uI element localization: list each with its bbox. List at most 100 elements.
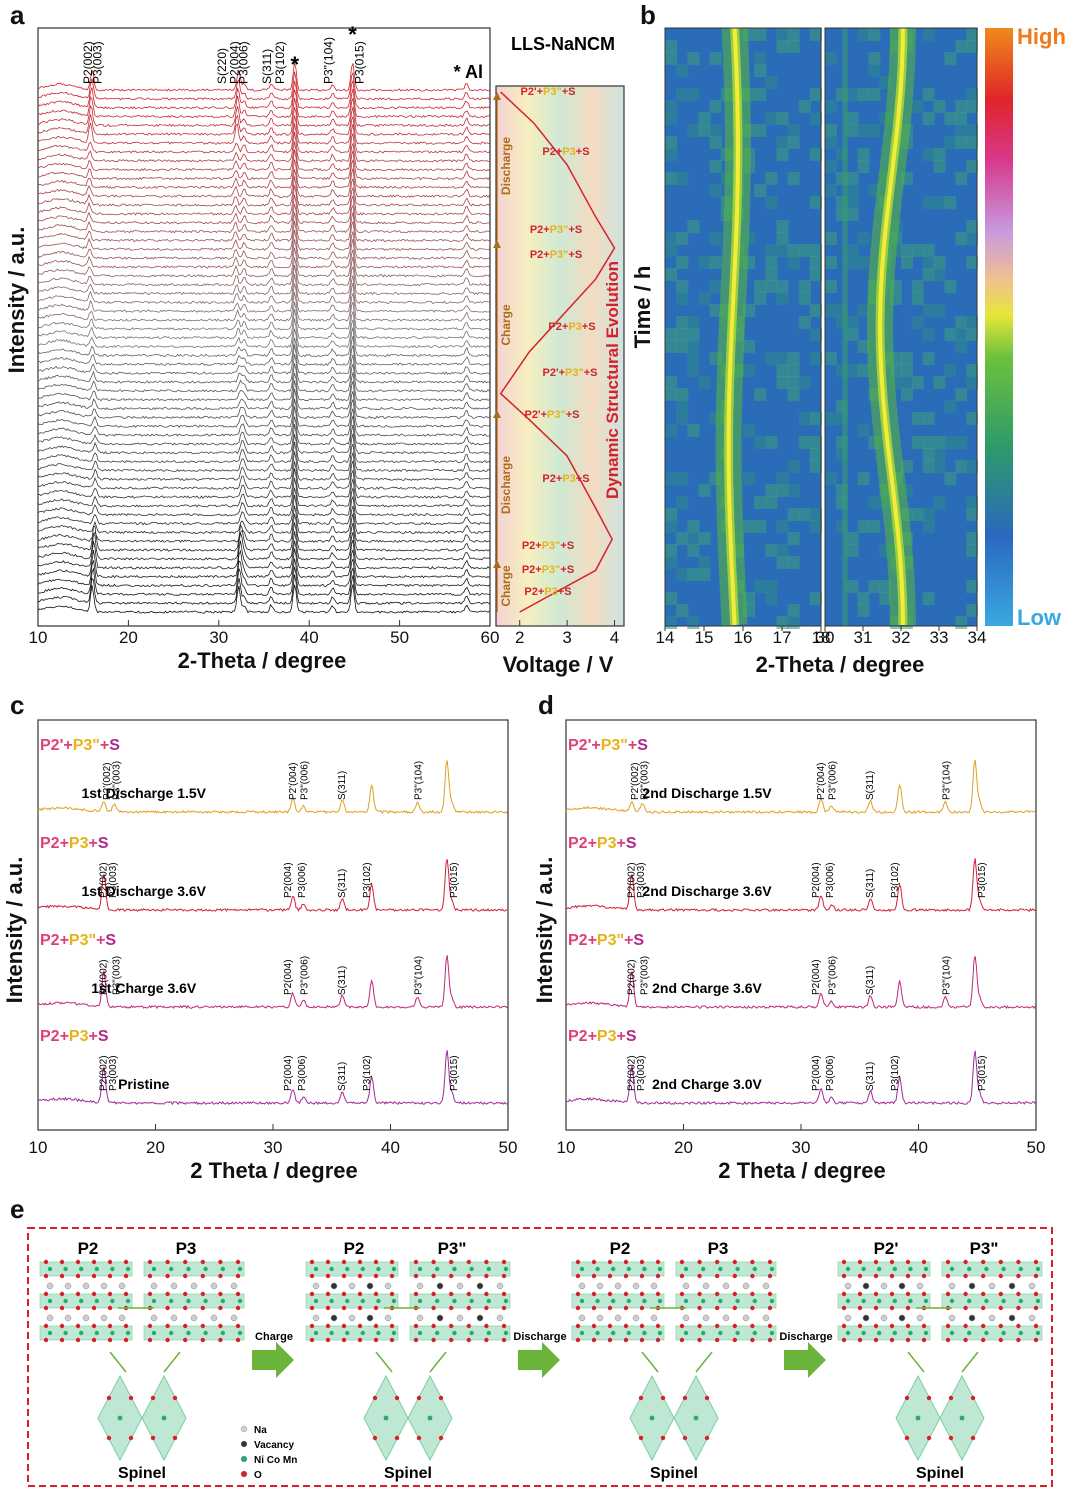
oxygen-atom bbox=[43, 1305, 49, 1311]
heatmap-cell bbox=[825, 160, 837, 173]
tm-atom bbox=[595, 1298, 600, 1304]
heatmap-cell bbox=[765, 280, 778, 293]
heatmap-cell bbox=[776, 520, 789, 533]
oxygen-atom bbox=[715, 1273, 720, 1279]
tm-atom bbox=[735, 1266, 740, 1272]
xtick-label: 40 bbox=[909, 1138, 928, 1157]
oxygen-atom bbox=[682, 1395, 688, 1401]
tm-atom bbox=[237, 1298, 243, 1304]
heatmap-cell bbox=[846, 124, 859, 137]
xrd-scan-trace bbox=[37, 441, 490, 473]
heatmap-cell bbox=[857, 424, 870, 437]
heatmap-cell bbox=[868, 184, 881, 197]
heatmap-cell bbox=[787, 604, 800, 617]
heatmap-cell bbox=[754, 436, 767, 449]
oxygen-atom bbox=[466, 1259, 471, 1265]
heatmap-cell bbox=[698, 376, 711, 389]
heatmap-cell bbox=[835, 196, 848, 209]
voltage-profile-line bbox=[499, 91, 616, 613]
heatmap-cell bbox=[709, 124, 722, 137]
xrd-scan-trace bbox=[37, 132, 490, 163]
oxygen-atom bbox=[325, 1259, 331, 1265]
oxygen-atom bbox=[639, 1273, 645, 1279]
transform-arrow bbox=[961, 1351, 979, 1373]
xrd-scan-trace bbox=[37, 123, 490, 154]
oxygen-atom bbox=[607, 1259, 613, 1265]
oxygen-atom bbox=[889, 1305, 895, 1311]
xrd-scan-trace bbox=[37, 79, 490, 110]
vacancy-site bbox=[862, 1282, 870, 1290]
oxygen-atom bbox=[660, 1435, 666, 1441]
heatmap-cell bbox=[809, 328, 822, 341]
tm-atom bbox=[313, 1266, 319, 1272]
octahedra-layer bbox=[675, 1261, 777, 1277]
tm-atom bbox=[469, 1298, 474, 1304]
heatmap-cell bbox=[825, 124, 837, 137]
tm-atom bbox=[877, 1298, 882, 1304]
peak-label: P3"(104) bbox=[414, 761, 425, 800]
oxygen-atom bbox=[91, 1291, 97, 1297]
vtick-label: 2 bbox=[515, 628, 524, 647]
vacancy-site bbox=[862, 1314, 870, 1322]
heatmap-cell bbox=[857, 160, 870, 173]
heatmap-cell bbox=[776, 364, 789, 377]
oxygen-atom bbox=[200, 1323, 205, 1329]
heatmap-cell bbox=[665, 232, 678, 245]
tm-atom bbox=[237, 1330, 243, 1336]
heatmap-cell bbox=[890, 352, 902, 365]
tm-atom bbox=[220, 1330, 225, 1336]
tm-atom bbox=[169, 1266, 174, 1272]
series-name: 2nd Charge 3.6V bbox=[652, 980, 762, 996]
heatmap-cell bbox=[676, 412, 689, 425]
oxygen-atom bbox=[394, 1395, 400, 1401]
oxygen-atom bbox=[218, 1259, 223, 1265]
oxygen-atom bbox=[431, 1273, 436, 1279]
heatmap-cell bbox=[944, 400, 957, 413]
heatmap-cell bbox=[901, 244, 913, 257]
tm-atom bbox=[486, 1266, 491, 1272]
tm-atom bbox=[845, 1298, 851, 1304]
oxygen-atom bbox=[607, 1323, 613, 1329]
heatmap-cell bbox=[765, 544, 778, 557]
heatmap-cell bbox=[809, 508, 822, 521]
oxygen-atom bbox=[591, 1291, 597, 1297]
xrd-scan-trace bbox=[37, 344, 490, 375]
heatmap-cell bbox=[665, 100, 678, 113]
heatmap-cell bbox=[754, 520, 767, 533]
tm-atom bbox=[376, 1298, 381, 1304]
tm-atom bbox=[435, 1330, 440, 1336]
oxygen-atom bbox=[998, 1323, 1003, 1329]
sodium-atom bbox=[170, 1282, 178, 1290]
xrd-pattern-line bbox=[565, 858, 1036, 913]
heatmap-cell bbox=[955, 388, 968, 401]
heatmap-cell bbox=[890, 280, 902, 293]
heatmap-cell bbox=[809, 460, 822, 473]
tm-atom bbox=[915, 1415, 921, 1421]
oxygen-atom bbox=[905, 1323, 911, 1329]
oxygen-atom bbox=[235, 1323, 241, 1329]
heatmap-cell bbox=[868, 520, 881, 533]
heatmap-cell bbox=[687, 520, 700, 533]
phase-header: P2+P3+S bbox=[568, 1028, 637, 1045]
tm-atom bbox=[503, 1330, 509, 1336]
heatmap-cell bbox=[665, 136, 678, 149]
oxygen-atom bbox=[575, 1259, 581, 1265]
oxygen-atom bbox=[857, 1323, 863, 1329]
heatmap-cell bbox=[687, 220, 700, 233]
octahedra-layer bbox=[409, 1293, 511, 1309]
heatmap-cell bbox=[676, 532, 689, 545]
legend-label: Na bbox=[254, 1425, 267, 1436]
oxygen-atom bbox=[389, 1259, 395, 1265]
stage-label: Discharge bbox=[499, 456, 513, 514]
heatmap-cell bbox=[825, 232, 837, 245]
xtick-label: 50 bbox=[390, 628, 409, 647]
octahedra-layer bbox=[143, 1293, 245, 1309]
oxygen-atom bbox=[218, 1291, 223, 1297]
heatmap-cell bbox=[955, 340, 968, 353]
peak-label: P3"(006) bbox=[828, 761, 839, 800]
tm-atom bbox=[967, 1330, 972, 1336]
oxygen-atom bbox=[413, 1273, 419, 1279]
heatmap-cell bbox=[911, 316, 924, 329]
vacancy-site bbox=[436, 1314, 444, 1322]
